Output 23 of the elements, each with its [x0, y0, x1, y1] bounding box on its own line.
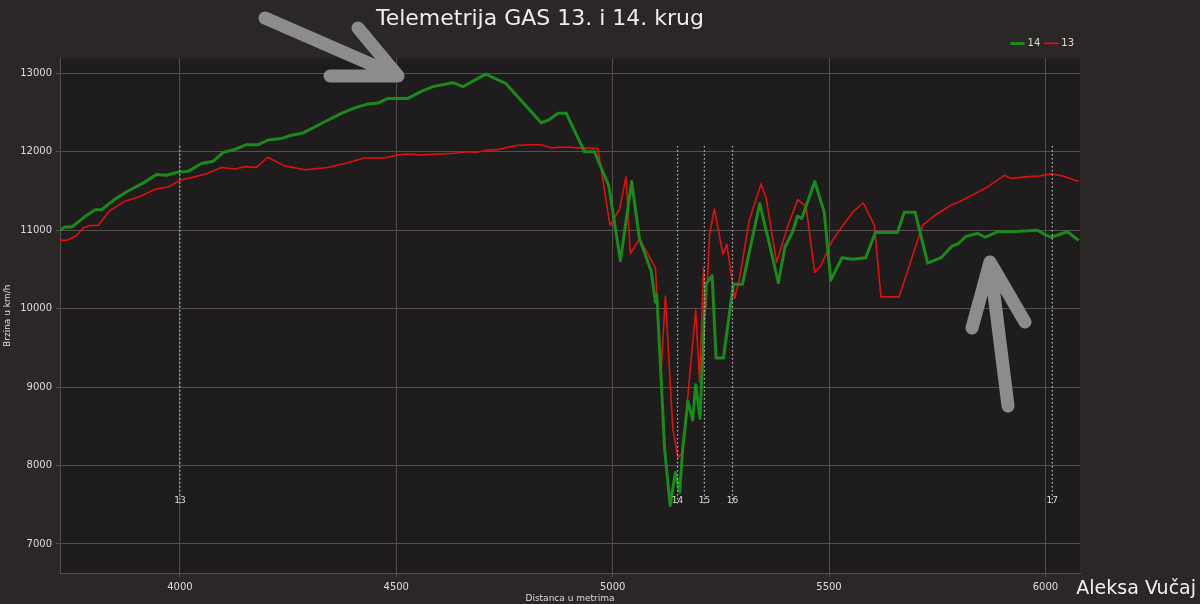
x-tick-label: 5500	[816, 580, 842, 592]
annotation: 13	[174, 495, 186, 506]
annotation: 14	[671, 495, 684, 506]
text: Aleksa Vučaj	[1076, 576, 1196, 598]
x-tick-label: 4500	[383, 580, 409, 592]
x-axis-title: Distanca u metrima	[525, 592, 615, 603]
y-tick-label: 7000	[26, 537, 52, 549]
y-tick-label: 12000	[20, 145, 52, 157]
annotation: 15	[698, 495, 711, 506]
y-tick-label: 9000	[26, 380, 52, 392]
x-tick-label: 6000	[1032, 580, 1059, 592]
y-tick-label: 11000	[20, 223, 52, 235]
chart-title: Telemetrija GAS 13. i 14. krug	[374, 4, 705, 30]
annotation: 16	[726, 495, 739, 506]
annotation: 17	[1046, 495, 1059, 506]
x-tick-label: 4000	[167, 580, 193, 592]
y-tick-label: 13000	[20, 66, 52, 78]
y-axis-title: Brzina u km/h	[1, 284, 12, 347]
x-tick-label: 5000	[599, 580, 626, 592]
legend-label: 13	[1061, 36, 1075, 48]
y-tick-label: 10000	[20, 302, 52, 314]
y-tick-label: 8000	[26, 459, 52, 471]
legend-label: 14	[1027, 36, 1041, 48]
